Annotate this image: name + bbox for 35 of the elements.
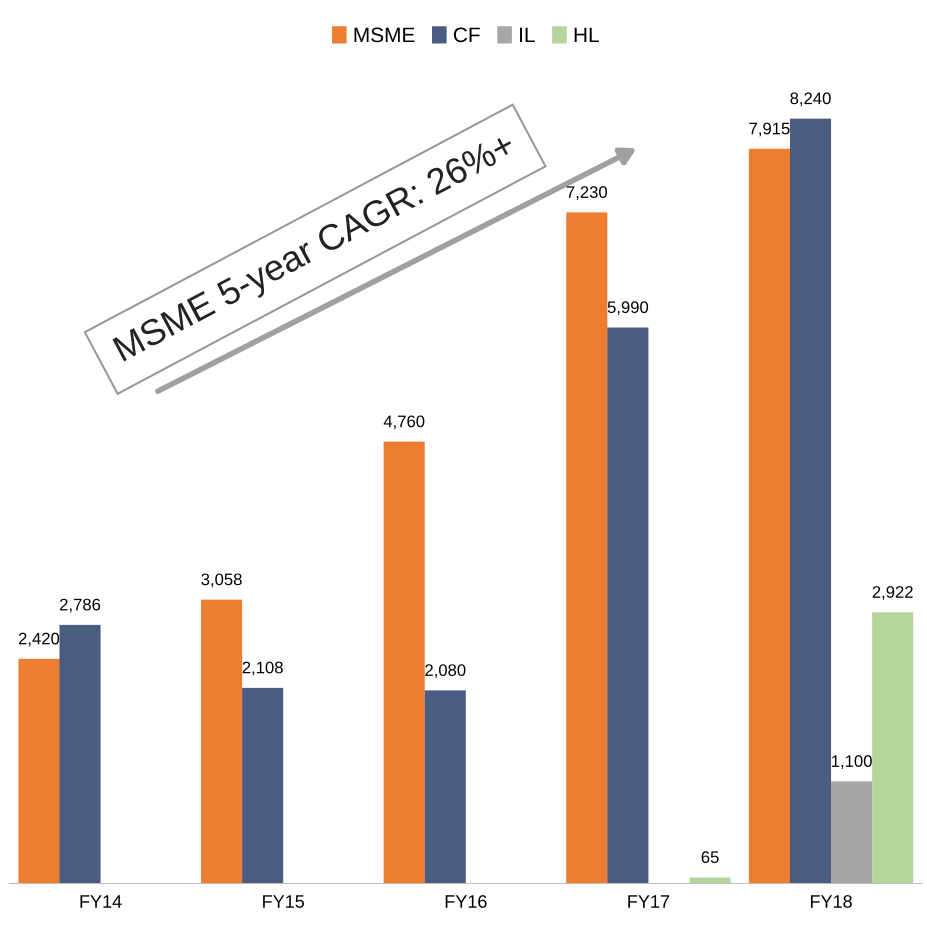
data-label: 7,915 <box>749 122 790 136</box>
x-tick-label: FY17 <box>628 895 670 908</box>
legend-label: CF <box>454 27 480 42</box>
data-label: 2,080 <box>425 664 466 678</box>
data-label: 2,108 <box>242 662 283 676</box>
bar <box>18 658 60 884</box>
x-tick-label: FY15 <box>263 895 304 908</box>
data-label: 5,990 <box>608 301 648 316</box>
x-tick-label: FY14 <box>80 895 122 908</box>
x-tick-label: FY18 <box>810 895 852 908</box>
data-label: 8,240 <box>790 92 831 106</box>
data-label: 2,786 <box>60 598 100 612</box>
legend-label: HL <box>574 28 599 42</box>
data-label: 2,922 <box>872 586 913 600</box>
data-label: 7,230 <box>566 186 608 200</box>
bar <box>748 148 790 884</box>
bar <box>790 118 832 884</box>
bar <box>242 688 284 884</box>
bar <box>424 690 466 884</box>
data-label: 4,760 <box>384 415 424 430</box>
bar <box>201 600 242 884</box>
bar <box>59 624 101 884</box>
data-label: 65 <box>702 851 719 864</box>
data-label: 3,058 <box>201 573 242 588</box>
bar <box>607 327 648 884</box>
bar <box>872 612 914 884</box>
data-label: 2,420 <box>18 632 60 646</box>
x-tick-label: FY16 <box>446 895 487 908</box>
legend-label: IL <box>520 28 535 42</box>
bar <box>831 781 872 884</box>
data-label: 1,100 <box>832 755 872 769</box>
bar <box>566 212 608 884</box>
legend-label: MSME <box>354 27 414 42</box>
bar <box>690 877 731 884</box>
bar <box>384 442 425 884</box>
